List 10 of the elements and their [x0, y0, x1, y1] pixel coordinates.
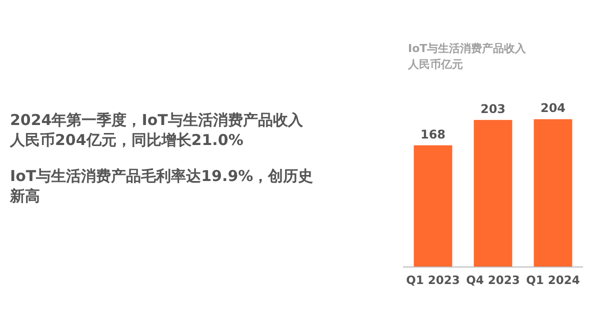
data-label: 204 [540, 101, 566, 116]
x-tick-label: Q1 2023 [406, 273, 460, 287]
text: IoT与生活消费产品毛利率达19.9%，创历史新高 [9, 167, 314, 205]
text: 2024年第一季度，IoT与生活消费产品收入人民币204亿元，同比增长21.0% [9, 111, 304, 149]
chart-subtitle: 人民币亿元 [407, 58, 463, 71]
chart-title: IoT与生活消费产品收入 [408, 42, 528, 55]
data-label: 203 [480, 102, 506, 116]
data-label: 168 [420, 127, 446, 142]
x-tick-label: Q1 2024 [526, 273, 580, 287]
x-tick-label: Q4 2023 [466, 273, 520, 287]
